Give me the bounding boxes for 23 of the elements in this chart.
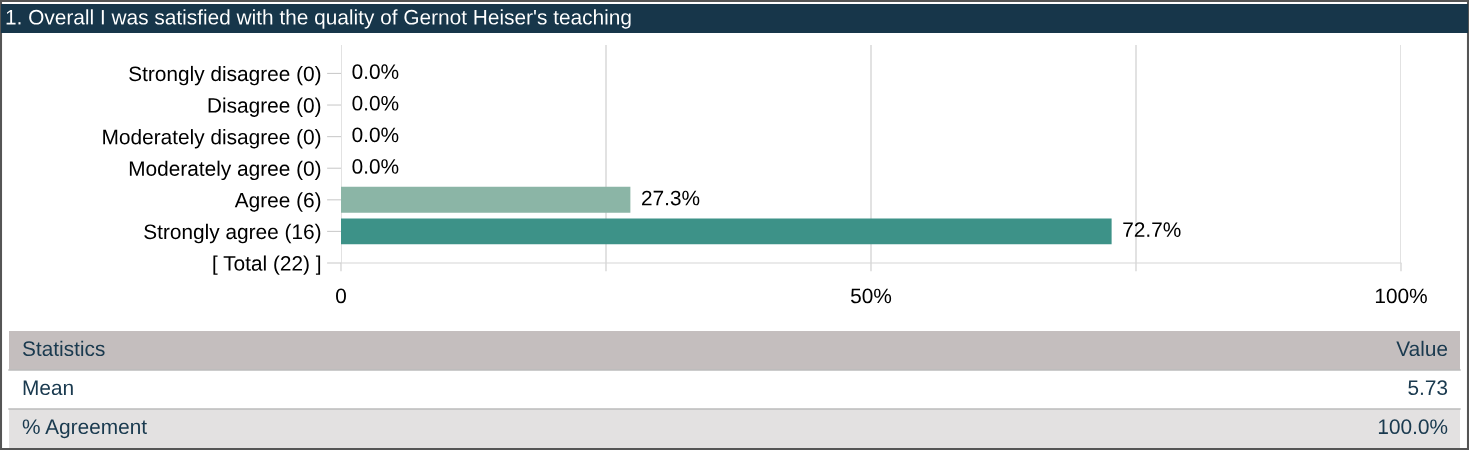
y-tick-label: Strongly agree (16): [144, 223, 321, 244]
x-tick-label: 100%: [1375, 288, 1427, 304]
data-label: 27.3%: [642, 190, 700, 206]
data-label: 0.0%: [352, 127, 399, 143]
data-label: 0.0%: [352, 95, 399, 111]
y-tick-label: Disagree (0): [208, 97, 321, 117]
text: Mean: [23, 380, 73, 396]
y-tick-label: Agree (6): [234, 192, 321, 212]
text: 5.73: [1408, 380, 1448, 396]
y-tick-label: Moderately agree (0): [129, 160, 321, 181]
text: Statistics: [22, 340, 105, 357]
y-tick-label: Strongly disagree (0): [129, 65, 321, 86]
x-tick-label: 0: [336, 288, 346, 304]
data-label: 72.7%: [1123, 222, 1181, 237]
text: 100.0%: [1378, 419, 1448, 435]
text: % Agreement: [22, 419, 147, 439]
data-label: 0.0%: [352, 64, 399, 80]
chart-title: 1. Overall I was satisfied with the quality of Gernot Heiser's teaching: [6, 9, 631, 29]
x-tick-label: 50%: [850, 288, 892, 304]
y-tick-label: Moderately disagree (0): [103, 129, 321, 149]
text: Value: [1396, 340, 1448, 357]
data-label: 0.0%: [352, 159, 399, 174]
y-tick-label: [ Total (22) ]: [213, 255, 321, 275]
